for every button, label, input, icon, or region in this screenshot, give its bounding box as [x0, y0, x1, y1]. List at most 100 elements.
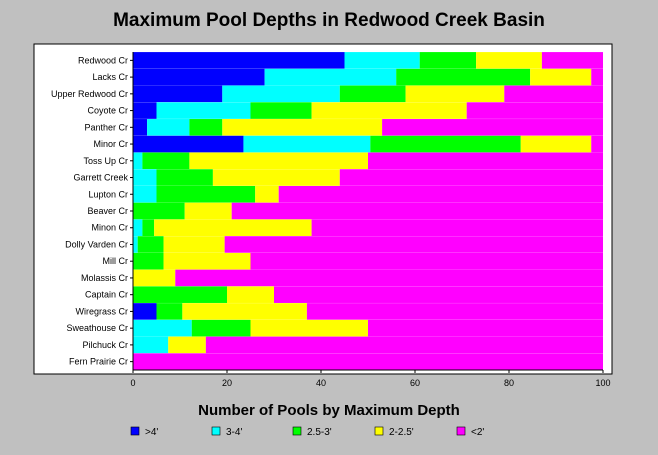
- legend-swatch: [456, 426, 466, 436]
- bar-4-3: [466, 102, 603, 119]
- bar-4-16: [368, 319, 603, 337]
- category-label: Redwood Cr: [78, 55, 128, 65]
- x-axis-label: Number of Pools by Maximum Depth: [198, 402, 460, 419]
- category-label: Captain Cr: [85, 290, 128, 300]
- bar-4-6: [368, 152, 603, 170]
- category-label: Molassis Cr: [81, 273, 128, 283]
- category-label: Upper Redwood Cr: [51, 89, 128, 99]
- legend-item: 3-4': [211, 426, 242, 438]
- bar-2-3: [250, 102, 312, 119]
- bar-4-1: [591, 68, 603, 86]
- legend-label: >4': [145, 427, 158, 438]
- legend-label: 2.5-3': [307, 427, 332, 438]
- bar-2-4: [189, 119, 223, 136]
- bar-1-3: [156, 102, 251, 119]
- bar-4-13: [175, 269, 604, 287]
- category-label: Minon Cr: [91, 223, 128, 233]
- bar-4-5: [591, 135, 603, 153]
- bar-4-9: [231, 202, 603, 220]
- bar-4-10: [311, 219, 603, 237]
- bar-1-2: [222, 85, 340, 103]
- bar-4-12: [250, 252, 603, 270]
- x-tick-label: 60: [410, 378, 420, 388]
- legend-item: 2.5-3': [292, 426, 332, 438]
- bar-2-7: [156, 169, 213, 186]
- bar-4-7: [339, 169, 603, 186]
- category-label: Wiregrass Cr: [75, 306, 128, 316]
- category-label: Sweathouse Cr: [66, 323, 128, 333]
- bar-2-15: [156, 303, 183, 320]
- bar-3-6: [189, 152, 368, 170]
- bar-3-4: [222, 119, 383, 136]
- bar-4-14: [274, 286, 603, 303]
- bar-3-3: [311, 102, 467, 119]
- bar-1-17: [133, 336, 169, 354]
- category-label: Minor Cr: [93, 139, 128, 149]
- category-label: Mill Cr: [103, 256, 129, 266]
- bar-2-10: [142, 219, 155, 237]
- legend-swatch: [292, 426, 302, 436]
- legend-item: 2-2.5': [374, 426, 414, 438]
- bar-3-2: [405, 85, 505, 103]
- category-label: Lacks Cr: [92, 72, 128, 82]
- bar-0-15: [133, 303, 157, 320]
- bar-3-7: [212, 169, 340, 186]
- x-tick-label: 80: [504, 378, 514, 388]
- legend-item: >4': [130, 426, 158, 438]
- bar-3-10: [154, 219, 312, 237]
- bar-1-11: [133, 236, 138, 253]
- chart-title: Maximum Pool Depths in Redwood Creek Bas…: [113, 10, 545, 31]
- bar-0-3: [133, 102, 157, 119]
- bar-4-18: [133, 353, 603, 370]
- bar-0-5: [133, 135, 244, 153]
- bar-3-12: [163, 252, 251, 270]
- bar-1-10: [133, 219, 143, 237]
- bar-3-9: [184, 202, 232, 220]
- bar-2-5: [370, 135, 521, 153]
- bar-2-12: [133, 252, 164, 270]
- bar-2-1: [396, 68, 531, 86]
- bar-3-14: [227, 286, 274, 303]
- x-tick-label: 40: [316, 378, 326, 388]
- bar-1-7: [133, 169, 157, 186]
- bar-2-16: [191, 319, 251, 337]
- bar-0-1: [133, 68, 265, 86]
- bar-4-2: [504, 85, 603, 103]
- bar-4-17: [205, 336, 603, 354]
- bar-1-1: [264, 68, 397, 86]
- legend-label: <2': [471, 427, 484, 438]
- x-tick-label: 0: [130, 378, 135, 388]
- bar-3-13: [133, 269, 176, 287]
- bar-0-2: [133, 85, 223, 103]
- bar-4-4: [382, 119, 603, 136]
- bar-3-8: [255, 185, 279, 203]
- bar-1-6: [133, 152, 143, 170]
- bar-0-0: [133, 52, 345, 69]
- bar-2-14: [133, 286, 227, 303]
- bar-3-16: [250, 319, 368, 337]
- bar-2-11: [137, 236, 164, 253]
- legend-label: 3-4': [226, 427, 242, 438]
- bar-2-8: [156, 185, 256, 203]
- bar-2-0: [419, 52, 477, 69]
- bar-1-16: [133, 319, 192, 337]
- bar-0-4: [133, 119, 148, 136]
- category-label: Beaver Cr: [87, 206, 128, 216]
- bar-3-5: [520, 135, 592, 153]
- bar-1-0: [344, 52, 420, 69]
- x-tick-label: 20: [222, 378, 232, 388]
- bar-2-9: [133, 202, 185, 220]
- bar-1-8: [133, 185, 157, 203]
- bar-3-0: [476, 52, 542, 69]
- category-label: Panther Cr: [84, 122, 128, 132]
- bar-4-8: [278, 185, 603, 203]
- bar-1-5: [243, 135, 371, 153]
- bar-2-2: [339, 85, 406, 103]
- bar-1-4: [147, 119, 190, 136]
- legend-swatch: [130, 426, 140, 436]
- legend-item: <2': [456, 426, 484, 438]
- legend-swatch: [211, 426, 221, 436]
- bar-3-15: [182, 303, 307, 320]
